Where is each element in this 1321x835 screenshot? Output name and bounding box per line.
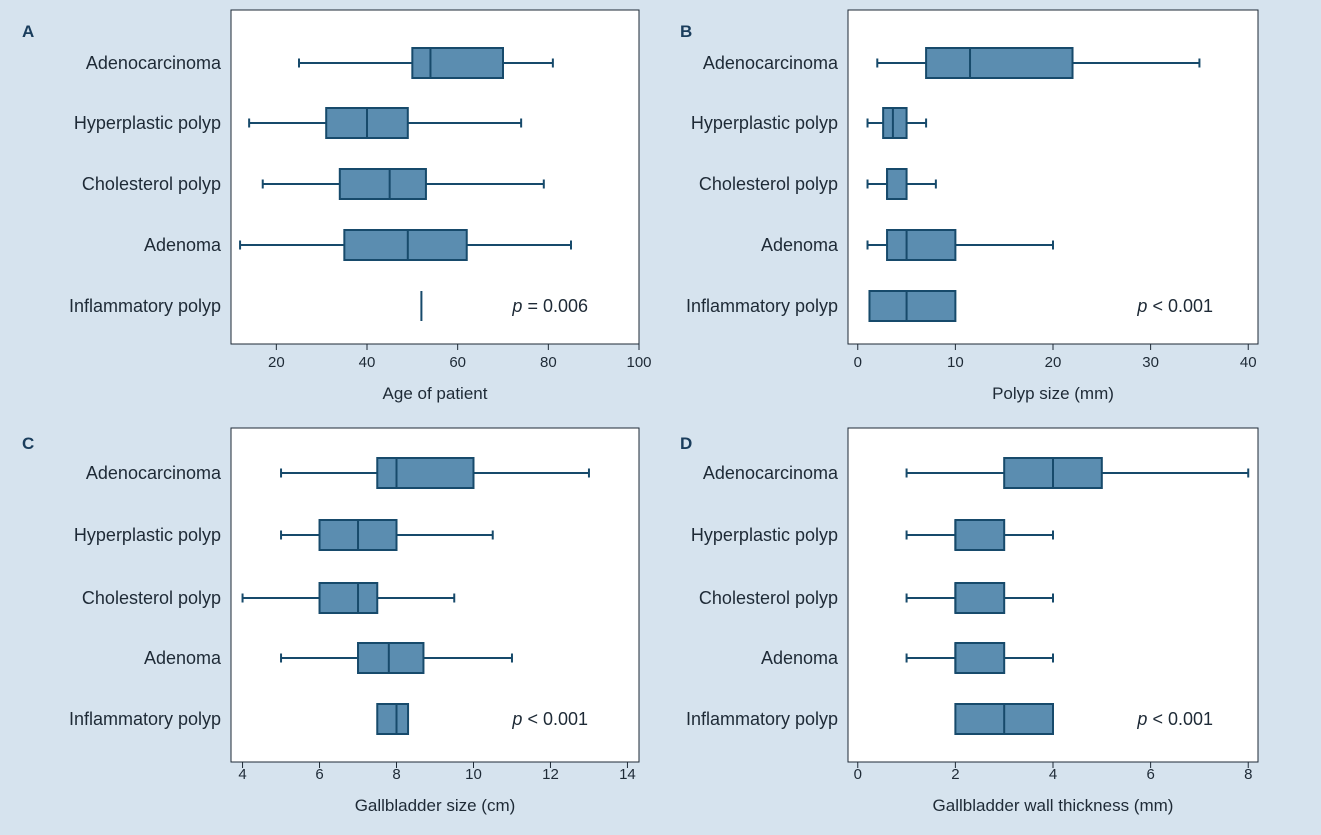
box: [376, 703, 410, 735]
p-value-annotation: p = 0.006: [511, 296, 588, 316]
chart-c: 4 6 8 10 12 14 Gallbladder size (cm) Adenocarci…: [69, 427, 640, 815]
category-label: Adenocarcinoma: [703, 53, 839, 73]
category-label: Adenocarcinoma: [703, 463, 839, 483]
box: [343, 229, 468, 261]
box: [882, 107, 908, 139]
x-tick-label: 4: [238, 766, 246, 783]
x-tick-label: 8: [392, 766, 400, 783]
chart-b: 0 10 20 30 40 Polyp size (mm) Adenocarcinoma Hy…: [686, 9, 1259, 403]
x-tick-label: 12: [542, 766, 559, 783]
x-tick-label: 8: [1244, 766, 1252, 783]
category-label: Hyperplastic polyp: [74, 113, 221, 133]
box: [954, 519, 1006, 551]
box: [954, 582, 1006, 614]
category-label: Adenocarcinoma: [86, 53, 222, 73]
x-tick-label: 30: [1142, 354, 1159, 371]
box: [868, 290, 957, 322]
p-symbol: p: [511, 296, 522, 316]
category-label: Hyperplastic polyp: [74, 525, 221, 545]
x-tick-label: 100: [626, 354, 651, 371]
panel-letter: D: [680, 434, 693, 453]
category-label: Cholesterol polyp: [699, 174, 838, 194]
x-tick-label: 20: [1045, 354, 1062, 371]
p-value-annotation: p < 0.001: [1136, 296, 1213, 316]
category-label: Cholesterol polyp: [699, 588, 838, 608]
p-value-text: < 0.001: [522, 709, 588, 729]
x-axis-title: Age of patient: [383, 384, 488, 403]
category-label: Inflammatory polyp: [686, 296, 838, 316]
x-tick-label: 20: [268, 354, 285, 371]
x-axis-title: Gallbladder wall thickness (mm): [933, 796, 1174, 815]
p-symbol: p: [1136, 296, 1147, 316]
chart-a: 20 40 60 80 100 Age of patient Adenocarcinoma H…: [69, 9, 652, 403]
category-label: Hyperplastic polyp: [691, 113, 838, 133]
x-tick-label: 10: [947, 354, 964, 371]
category-label: Adenoma: [144, 648, 222, 668]
x-tick-label: 0: [854, 766, 862, 783]
p-symbol: p: [511, 709, 522, 729]
box: [376, 457, 475, 489]
category-label: Adenoma: [761, 648, 839, 668]
box: [357, 642, 425, 674]
category-label: Cholesterol polyp: [82, 588, 221, 608]
p-symbol: p: [1136, 709, 1147, 729]
panel-a: A 20 40 60 80 100 Age of patient Adenocarcinom…: [0, 0, 660, 418]
x-tick-label: 40: [1240, 354, 1257, 371]
box: [886, 168, 908, 200]
p-value-text: = 0.006: [522, 296, 588, 316]
category-label: Inflammatory polyp: [69, 296, 221, 316]
category-label: Inflammatory polyp: [69, 709, 221, 729]
p-value-text: < 0.001: [1147, 709, 1213, 729]
category-label: Inflammatory polyp: [686, 709, 838, 729]
x-tick-label: 6: [315, 766, 323, 783]
x-tick-label: 14: [619, 766, 636, 783]
category-label: Adenoma: [761, 235, 839, 255]
box: [886, 229, 957, 261]
x-tick-label: 4: [1049, 766, 1057, 783]
panel-letter: B: [680, 22, 693, 41]
p-value-annotation: p < 0.001: [1136, 709, 1213, 729]
x-axis-title: Gallbladder size (cm): [355, 796, 516, 815]
chart-d: 0 2 4 6 8 Gallbladder wall thickness (mm) Aden…: [686, 427, 1259, 815]
x-tick-label: 6: [1146, 766, 1154, 783]
panel-c: C 4 6 8 10 12 14 Gallbladder size (cm) Adenocar…: [0, 418, 660, 835]
category-label: Adenoma: [144, 235, 222, 255]
box: [954, 642, 1006, 674]
x-axis-title: Polyp size (mm): [992, 384, 1114, 403]
box: [411, 47, 505, 79]
x-tick-label: 0: [854, 354, 862, 371]
x-tick-label: 10: [465, 766, 482, 783]
box: [925, 47, 1074, 79]
category-label: Adenocarcinoma: [86, 463, 222, 483]
x-tick-label: 80: [540, 354, 557, 371]
panel-b: B 0 10 20 30 40 Polyp size (mm) Adenocarcinoma…: [660, 0, 1321, 418]
x-tick-label: 2: [951, 766, 959, 783]
category-label: Cholesterol polyp: [82, 174, 221, 194]
panel-letter: C: [22, 434, 35, 453]
p-value-annotation: p < 0.001: [511, 709, 588, 729]
p-value-text: < 0.001: [1147, 296, 1213, 316]
x-tick-label: 60: [449, 354, 466, 371]
category-label: Hyperplastic polyp: [691, 525, 838, 545]
box: [318, 582, 379, 614]
box: [338, 168, 427, 200]
x-tick-label: 40: [359, 354, 376, 371]
panel-letter: A: [22, 22, 35, 41]
panel-d: D 0 2 4 6 8 Gallbladder wall thickness (mm) Ad…: [660, 418, 1321, 835]
